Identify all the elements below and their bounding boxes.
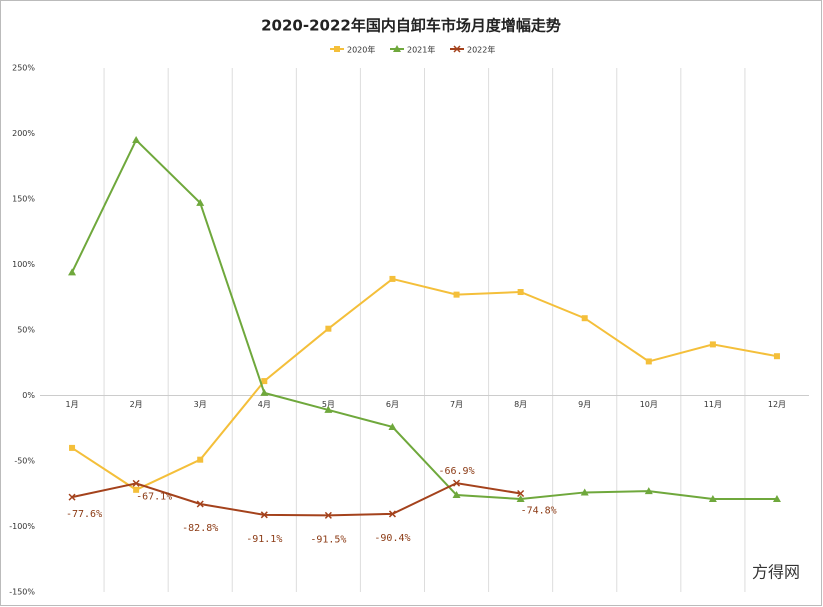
legend-marker bbox=[453, 45, 461, 53]
point bbox=[581, 315, 588, 322]
x-tick-label: 6月 bbox=[386, 400, 399, 409]
point bbox=[261, 378, 268, 385]
x-tick-label: 9月 bbox=[578, 400, 591, 409]
point bbox=[197, 456, 204, 463]
legend-marker bbox=[334, 46, 340, 52]
x-tick-label: 4月 bbox=[258, 400, 271, 409]
point bbox=[517, 489, 525, 498]
point bbox=[452, 491, 461, 499]
point bbox=[709, 341, 716, 348]
y-tick-label: 150% bbox=[12, 195, 35, 204]
point bbox=[388, 510, 396, 518]
data-label: -90.4% bbox=[374, 533, 410, 544]
legend-label: 2021年 bbox=[407, 45, 435, 55]
y-tick-label: -150% bbox=[9, 588, 35, 597]
point bbox=[517, 289, 524, 296]
data-label: -82.8% bbox=[182, 523, 218, 534]
x-tick-label: 3月 bbox=[194, 400, 207, 409]
point bbox=[68, 268, 77, 276]
y-tick-label: 100% bbox=[12, 260, 35, 269]
point bbox=[644, 487, 653, 495]
data-label: -91.1% bbox=[246, 534, 282, 545]
data-label: -74.8% bbox=[521, 505, 557, 516]
y-tick-label: 0% bbox=[22, 391, 35, 400]
y-tick-label: -100% bbox=[9, 522, 35, 531]
point bbox=[580, 488, 589, 496]
y-tick-label: 250% bbox=[12, 64, 35, 73]
point bbox=[325, 325, 332, 332]
point bbox=[132, 136, 141, 144]
x-tick-label: 11月 bbox=[704, 400, 722, 409]
data-label: -91.5% bbox=[310, 534, 346, 545]
x-tick-label: 8月 bbox=[514, 400, 527, 409]
series-line bbox=[71, 482, 521, 517]
point bbox=[389, 275, 396, 282]
y-tick-label: 200% bbox=[12, 129, 35, 138]
point bbox=[260, 511, 268, 519]
y-tick-label: 50% bbox=[17, 326, 35, 335]
point bbox=[773, 353, 780, 360]
point bbox=[772, 494, 781, 502]
x-tick-label: 5月 bbox=[322, 400, 335, 409]
point bbox=[132, 479, 140, 487]
legend-label: 2022年 bbox=[467, 45, 495, 55]
chart-title: 2020-2022年国内自卸车市场月度增幅走势 bbox=[261, 17, 561, 35]
x-tick-label: 2月 bbox=[130, 400, 143, 409]
point bbox=[324, 405, 333, 413]
point bbox=[645, 358, 652, 365]
data-label: -67.1% bbox=[136, 491, 172, 502]
point bbox=[196, 500, 204, 508]
point bbox=[516, 494, 525, 502]
point bbox=[196, 198, 205, 206]
point bbox=[453, 479, 461, 487]
series-line bbox=[71, 138, 777, 500]
legend-label: 2020年 bbox=[347, 45, 375, 55]
data-label: -77.6% bbox=[66, 509, 102, 520]
watermark: 方得网 bbox=[752, 563, 800, 582]
y-tick-label: -50% bbox=[14, 457, 35, 466]
x-tick-label: 7月 bbox=[450, 400, 463, 409]
x-tick-label: 12月 bbox=[768, 400, 786, 409]
series-line bbox=[71, 277, 778, 491]
point bbox=[324, 511, 332, 519]
point bbox=[260, 388, 269, 396]
point bbox=[708, 494, 717, 502]
x-tick-label: 1月 bbox=[65, 400, 78, 409]
point bbox=[68, 493, 76, 501]
point bbox=[69, 444, 76, 451]
point bbox=[453, 291, 460, 298]
legend-marker bbox=[393, 45, 401, 52]
data-label: -66.9% bbox=[438, 466, 474, 477]
point bbox=[388, 422, 397, 430]
point bbox=[133, 486, 140, 493]
x-tick-label: 10月 bbox=[640, 400, 658, 409]
